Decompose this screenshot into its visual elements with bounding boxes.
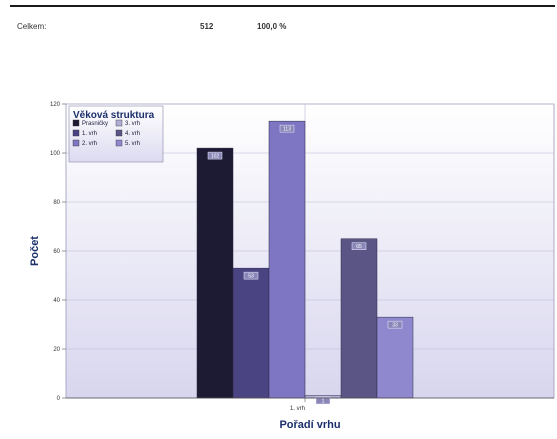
legend-items: Prasničky 1. vrh 2. vrh 3. vrh 4. vrh 5. vrh bbox=[72, 119, 140, 147]
data-label: 113 bbox=[283, 126, 291, 132]
y-tick-label: 80 bbox=[53, 200, 60, 206]
y-tick-label: 100 bbox=[50, 151, 61, 157]
x-tick-label: 1. vrh bbox=[290, 406, 305, 412]
legend-label: Prasničky bbox=[82, 121, 108, 127]
legend-swatch bbox=[115, 129, 123, 137]
y-tick-label: 20 bbox=[53, 347, 60, 353]
y-axis-ticks: 0 20 40 60 80 100 120 bbox=[50, 102, 66, 402]
data-labels: 102 53 113 1 65 33 bbox=[207, 124, 403, 405]
legend-swatch bbox=[72, 139, 80, 147]
data-label-box bbox=[243, 271, 259, 280]
summary-rule bbox=[10, 5, 555, 7]
legend-swatch bbox=[72, 119, 80, 127]
data-label: 33 bbox=[392, 322, 398, 328]
data-label-box bbox=[279, 124, 295, 133]
data-label: 53 bbox=[248, 273, 254, 279]
legend-label: 2. vrh bbox=[82, 141, 97, 147]
bar-series-5 bbox=[376, 316, 414, 399]
data-label: 65 bbox=[356, 244, 362, 250]
legend-label: 5. vrh bbox=[125, 141, 140, 147]
bar-series-1 bbox=[232, 267, 270, 399]
y-tick-label: 0 bbox=[57, 396, 61, 402]
bar-series-2 bbox=[268, 120, 306, 399]
legend-label: 4. vrh bbox=[125, 131, 140, 137]
legend-swatch bbox=[72, 129, 80, 137]
legend-label: 3. vrh bbox=[125, 121, 140, 127]
data-label-box bbox=[351, 242, 367, 250]
y-tick-label: 120 bbox=[50, 102, 61, 108]
summary-percent: 100,0 % bbox=[257, 22, 287, 31]
bar-series-0 bbox=[196, 147, 234, 399]
summary-label: Celkem: bbox=[17, 22, 47, 31]
legend-title: Věková struktura bbox=[73, 110, 155, 121]
bar-series-4 bbox=[340, 238, 378, 399]
bar-chart: 0 20 40 60 80 100 120 102 53 113 1 65 33 1. vrh Poř… bbox=[29, 102, 555, 431]
data-label-box bbox=[207, 151, 223, 160]
y-tick-label: 60 bbox=[53, 249, 60, 255]
data-label-box bbox=[387, 320, 403, 329]
legend-swatch bbox=[115, 119, 123, 127]
summary-row: Celkem: 512 100,0 % bbox=[0, 22, 557, 38]
data-label: 102 bbox=[211, 153, 220, 159]
x-axis-title: Pořadí vrhu bbox=[279, 419, 340, 431]
legend-label: 1. vrh bbox=[82, 131, 97, 137]
data-label-box bbox=[315, 396, 331, 405]
bars bbox=[196, 120, 414, 399]
legend-swatch bbox=[115, 139, 123, 147]
y-tick-label: 40 bbox=[53, 298, 60, 304]
y-axis-title: Počet bbox=[29, 236, 41, 266]
legend: Věková struktura Prasničky 1. vrh 2. vrh 3.… bbox=[68, 105, 164, 163]
x-axis-ticks: 1. vrh bbox=[290, 398, 306, 412]
data-label: 1 bbox=[322, 398, 325, 404]
summary-count: 512 bbox=[200, 22, 214, 31]
